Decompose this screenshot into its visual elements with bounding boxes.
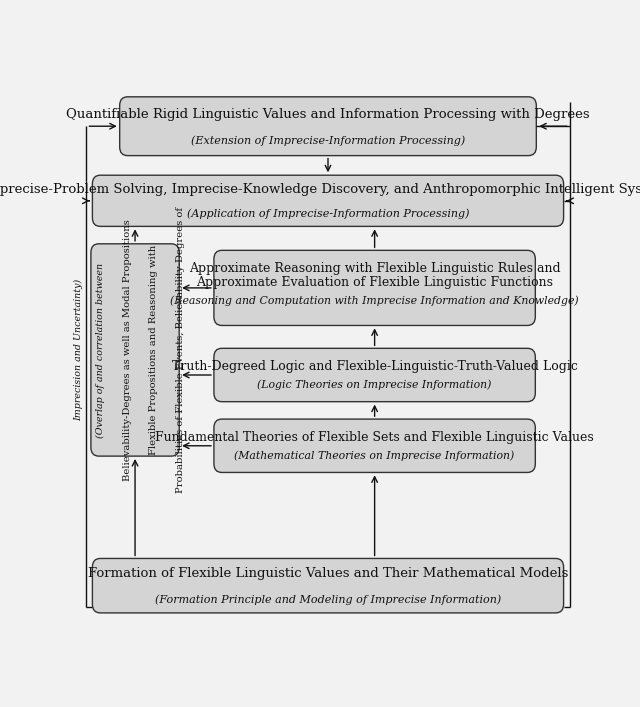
Text: Imprecision and Uncertainty): Imprecision and Uncertainty) <box>74 279 83 421</box>
Text: Approximate Reasoning with Flexible Linguistic Rules and: Approximate Reasoning with Flexible Ling… <box>189 262 561 275</box>
Text: Flexible Propositions and Reasoning with: Flexible Propositions and Reasoning with <box>149 245 159 455</box>
Text: (Overlap of and correlation between: (Overlap of and correlation between <box>96 262 105 438</box>
Text: (Formation Principle and Modeling of Imprecise Information): (Formation Principle and Modeling of Imp… <box>155 595 501 605</box>
FancyBboxPatch shape <box>214 419 535 472</box>
FancyBboxPatch shape <box>92 175 564 226</box>
Text: (Extension of Imprecise-Information Processing): (Extension of Imprecise-Information Proc… <box>191 135 465 146</box>
Text: (Reasoning and Computation with Imprecise Information and Knowledge): (Reasoning and Computation with Imprecis… <box>170 296 579 306</box>
Text: Approximate Evaluation of Flexible Linguistic Functions: Approximate Evaluation of Flexible Lingu… <box>196 276 553 289</box>
Text: Formation of Flexible Linguistic Values and Their Mathematical Models: Formation of Flexible Linguistic Values … <box>88 567 568 580</box>
FancyBboxPatch shape <box>214 349 535 402</box>
Text: (Application of Imprecise-Information Processing): (Application of Imprecise-Information Pr… <box>187 209 469 219</box>
FancyBboxPatch shape <box>91 244 179 456</box>
FancyBboxPatch shape <box>120 97 536 156</box>
Text: (Logic Theories on Imprecise Information): (Logic Theories on Imprecise Information… <box>257 380 492 390</box>
Text: (Mathematical Theories on Imprecise Information): (Mathematical Theories on Imprecise Info… <box>234 450 515 461</box>
Text: Imprecise-Problem Solving, Imprecise-Knowledge Discovery, and Anthropomorphic In: Imprecise-Problem Solving, Imprecise-Kno… <box>0 183 640 197</box>
FancyBboxPatch shape <box>214 250 535 325</box>
Text: Fundamental Theories of Flexible Sets and Flexible Linguistic Values: Fundamental Theories of Flexible Sets an… <box>156 431 594 443</box>
Text: Believability-Degrees as well as Modal Propositions: Believability-Degrees as well as Modal P… <box>123 219 132 481</box>
FancyBboxPatch shape <box>92 559 564 613</box>
Text: Quantifiable Rigid Linguistic Values and Information Processing with Degrees: Quantifiable Rigid Linguistic Values and… <box>66 107 590 121</box>
Text: Probabilities of Flexible Events, Believability-Degrees of: Probabilities of Flexible Events, Believ… <box>176 207 185 493</box>
Text: Truth-Degreed Logic and Flexible-Linguistic-Truth-Valued Logic: Truth-Degreed Logic and Flexible-Linguis… <box>172 360 577 373</box>
